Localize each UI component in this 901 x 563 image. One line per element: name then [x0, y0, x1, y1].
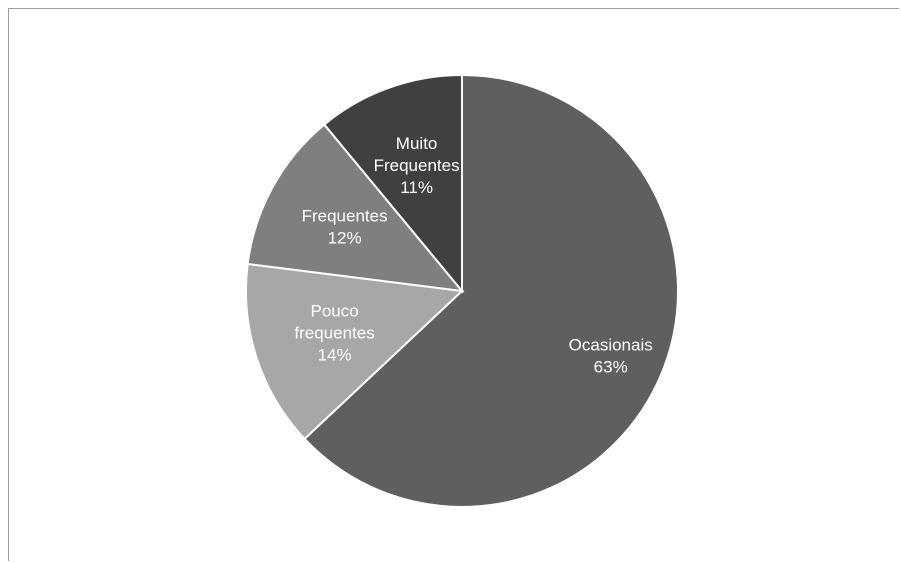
pie-slice [245, 262, 465, 441]
slice-category-label: Ocasionais [569, 335, 653, 354]
slice-category-label: Frequentes [374, 156, 460, 175]
slice-category-label: Frequentes [302, 207, 388, 226]
pie-slice [303, 73, 679, 508]
slice-category-label: Muito [396, 134, 438, 153]
slice-value-label: 14% [318, 345, 352, 364]
pie-labels: Ocasionais 63% Pouco frequentes 14% Frequente… [294, 134, 652, 376]
chart-area: Ocasionais 63% Pouco frequentes 14% Frequente… [8, 8, 899, 561]
slice-value-label: 11% [400, 178, 433, 197]
pie-chart: Ocasionais 63% Pouco frequentes 14% Frequente… [245, 73, 679, 508]
slice-category-label: Pouco [310, 301, 358, 320]
pie-slice [322, 73, 463, 294]
slice-label: Muito Frequentes 11% [374, 134, 460, 197]
pie-slices [245, 73, 679, 508]
slice-label: Pouco frequentes 14% [294, 301, 374, 364]
slice-value-label: 63% [594, 357, 628, 376]
slice-label: Frequentes 12% [302, 207, 388, 248]
pie-slice [246, 123, 465, 293]
slice-category-label: frequentes [294, 323, 374, 342]
slice-value-label: 12% [328, 229, 362, 248]
slice-label: Ocasionais 63% [569, 335, 653, 376]
